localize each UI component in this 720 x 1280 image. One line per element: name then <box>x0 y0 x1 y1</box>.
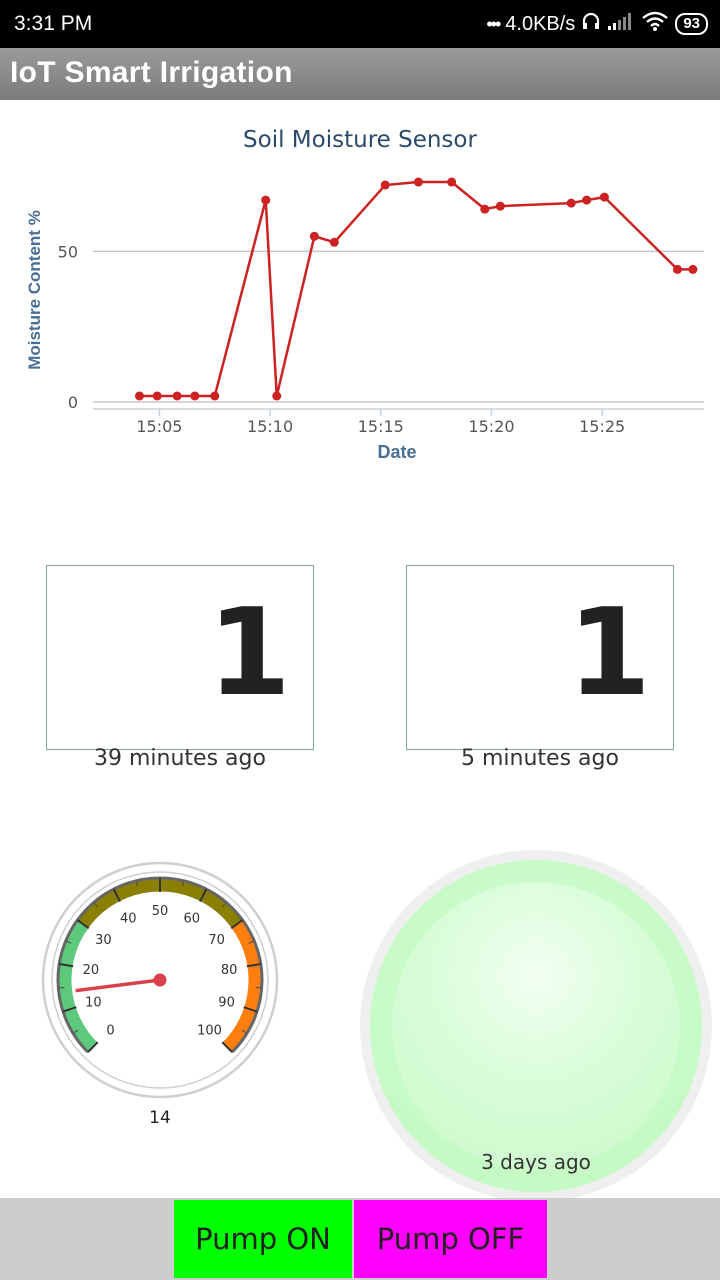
data-point <box>272 391 282 401</box>
gauge-tick-label: 70 <box>208 933 225 948</box>
gauge-tick <box>112 888 121 903</box>
value-card-caption: 5 minutes ago <box>461 746 619 771</box>
data-point <box>190 391 200 401</box>
x-tick-label: 15:15 <box>358 417 404 436</box>
gauge-minor-tick <box>93 902 99 908</box>
moisture-chart: Soil Moisture Sensor 0 50 15:05 15:10 15:15 1… <box>0 100 720 480</box>
data-point <box>599 192 609 202</box>
pump-on-button[interactable]: Pump ON <box>174 1200 352 1278</box>
data-point <box>566 198 576 208</box>
value-card-1: 1 <box>46 565 314 750</box>
gauge-tick <box>87 1041 99 1053</box>
x-tick-label: 15:05 <box>136 417 182 436</box>
gauge-band <box>58 920 98 1052</box>
data-point <box>210 391 220 401</box>
gauge-tick-label: 60 <box>184 912 201 927</box>
gauge-minor-tick <box>221 902 227 908</box>
gauge-needle <box>75 978 161 993</box>
data-point <box>261 195 271 205</box>
pump-status-indicator <box>360 850 712 1202</box>
x-tick-label: 15:20 <box>468 417 514 436</box>
gauge-tick-label: 30 <box>95 933 112 948</box>
gauge-minor-tick <box>135 880 139 887</box>
app-title: IoT Smart Irrigation <box>10 56 293 89</box>
data-point <box>152 391 162 401</box>
gauge-band <box>222 920 262 1052</box>
data-point <box>134 391 144 401</box>
data-point <box>380 180 390 190</box>
value-card-caption: 39 minutes ago <box>94 746 266 771</box>
gauge-minor-tick <box>65 940 72 944</box>
value-card-number: 1 <box>567 584 652 723</box>
status-bar: 3:31 PM ••• 4.0KB/s 93 <box>0 0 720 48</box>
gauge-minor-tick <box>248 940 255 944</box>
value-card-number: 1 <box>207 584 292 723</box>
gauge-value: 14 <box>149 1108 171 1128</box>
gauge-minor-tick <box>241 1029 248 1034</box>
app-bar: IoT Smart Irrigation <box>0 48 720 100</box>
y-tick-label: 50 <box>58 242 78 261</box>
gauge-minor-tick <box>72 1029 79 1034</box>
data-point <box>309 231 319 241</box>
gauge-tick <box>246 963 261 968</box>
x-tick-label: 15:10 <box>247 417 293 436</box>
wifi-icon <box>641 10 669 38</box>
gauge-tick <box>62 1006 77 1013</box>
data-point <box>688 264 698 274</box>
data-point <box>172 391 182 401</box>
gauge-tick-label: 90 <box>218 996 235 1011</box>
gauge-hub <box>153 973 167 987</box>
gauge-tick <box>230 919 244 930</box>
battery-icon: 93 <box>675 13 708 35</box>
data-point <box>329 237 339 247</box>
bottom-bar: Pump ON Pump OFF <box>0 1198 720 1280</box>
dots-icon: ••• <box>486 13 501 34</box>
gauge-tick <box>199 888 208 903</box>
gauge-tick-label: 40 <box>120 912 137 927</box>
headset-icon <box>581 11 601 37</box>
chart-title: Soil Moisture Sensor <box>243 127 477 153</box>
data-point <box>413 177 423 187</box>
pump-status-caption: 3 days ago <box>481 1150 591 1174</box>
moisture-gauge: 0 10 20 30 40 50 60 70 80 90 100 <box>40 860 280 1100</box>
gauge-tick-label: 0 <box>106 1023 114 1038</box>
series-line <box>139 180 693 398</box>
network-speed: 4.0KB/s <box>505 12 576 35</box>
data-point <box>447 177 457 187</box>
value-card-2: 1 <box>406 565 674 750</box>
gauge-tick <box>243 1006 258 1013</box>
x-tick-label: 15:25 <box>579 417 625 436</box>
data-point <box>480 204 490 214</box>
gauge-tick <box>59 963 74 968</box>
status-icons: ••• 4.0KB/s 93 <box>486 10 708 38</box>
gauge-tick-label: 10 <box>85 996 102 1011</box>
gauge-tick-label: 80 <box>221 963 238 978</box>
gauge-tick-label: 100 <box>197 1023 222 1038</box>
gauge-tick-label: 20 <box>83 963 100 978</box>
data-point <box>582 195 592 205</box>
pump-status-light <box>370 860 702 1192</box>
status-time: 3:31 PM <box>14 12 93 35</box>
gauge-minor-tick <box>181 880 185 887</box>
y-axis-label: Moisture Content % <box>25 210 44 370</box>
data-point <box>495 201 505 211</box>
gauge-tick <box>76 919 90 930</box>
gauge-tick-label: 50 <box>152 904 169 919</box>
signal-icon <box>607 11 635 37</box>
data-point <box>672 264 682 274</box>
y-tick-label: 0 <box>68 393 78 412</box>
gauge-tick <box>221 1041 233 1053</box>
x-axis-label: Date <box>377 442 416 462</box>
pump-off-button[interactable]: Pump OFF <box>354 1200 547 1278</box>
